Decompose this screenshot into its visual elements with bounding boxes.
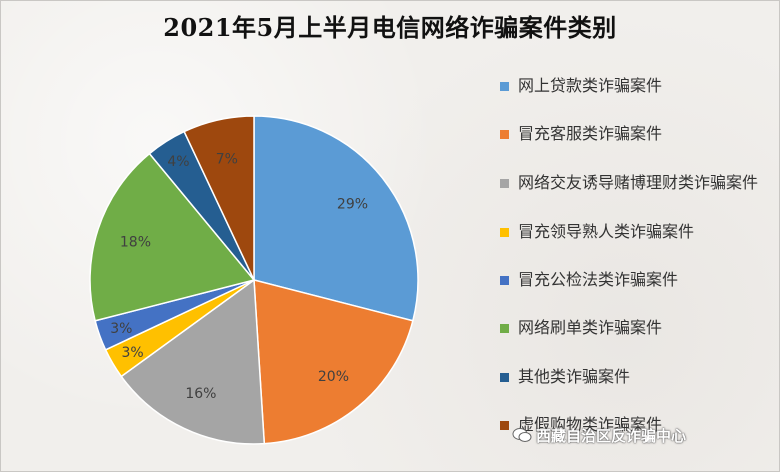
legend-item: 网络交友诱导赌博理财类诈骗案件 [498, 173, 768, 193]
pie-slice [183, 115, 255, 281]
legend-swatch [500, 179, 509, 188]
chart-title: 2021年5月上半月电信网络诈骗案件类别 [163, 13, 617, 42]
pie-slice [89, 152, 256, 322]
watermark-text: 西藏自治区反诈骗中心 [536, 427, 687, 445]
pie-slice [253, 279, 414, 445]
legend-item: 冒充客服类诈骗案件 [498, 124, 768, 144]
legend-label: 网络刷单类诈骗案件 [518, 318, 663, 337]
slice-data-label: 29% [337, 197, 368, 213]
pie-slice [253, 115, 419, 322]
slice-data-label: 20% [318, 369, 349, 385]
wechat-logo-icon [512, 428, 532, 442]
legend-item: 其他类诈骗案件 [498, 367, 768, 387]
slice-data-label: 16% [185, 386, 216, 402]
legend-swatch [500, 228, 509, 237]
slice-data-label: 3% [121, 345, 143, 361]
legend-label: 其他类诈骗案件 [518, 367, 631, 386]
legend-item: 冒充公检法类诈骗案件 [498, 270, 768, 290]
legend-item: 网络刷单类诈骗案件 [498, 318, 768, 338]
legend-label: 冒充公检法类诈骗案件 [518, 270, 679, 289]
legend-swatch [500, 276, 509, 285]
legend-swatch [500, 421, 509, 430]
legend-swatch [500, 373, 509, 382]
legend-label: 冒充领导熟人类诈骗案件 [518, 222, 695, 241]
slice-data-label: 18% [120, 234, 151, 250]
legend-swatch [500, 130, 509, 139]
slice-data-label: 3% [110, 321, 132, 337]
legend-label: 虚假购物类诈骗案件 [518, 415, 663, 434]
legend-label: 网上贷款类诈骗案件 [518, 76, 663, 95]
legend-swatch [500, 82, 509, 91]
pie-slice [120, 278, 266, 445]
legend-swatch [500, 324, 509, 333]
slice-data-label: 4% [167, 154, 189, 170]
slice-data-label: 7% [216, 151, 238, 167]
legend-label: 冒充客服类诈骗案件 [518, 124, 663, 143]
legend-item: 网上贷款类诈骗案件 [498, 76, 768, 96]
legend-item: 虚假购物类诈骗案件 [498, 415, 768, 435]
legend-label: 网络交友诱导赌博理财类诈骗案件 [518, 173, 759, 192]
legend-item: 冒充领导熟人类诈骗案件 [498, 222, 768, 242]
